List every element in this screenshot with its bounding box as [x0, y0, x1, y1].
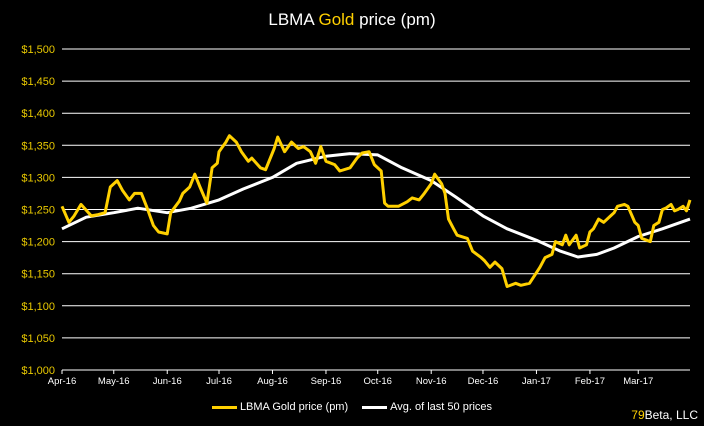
y-tick-label: $1,500 [21, 44, 55, 56]
x-tick-label: Oct-16 [363, 376, 392, 387]
credit-text: Beta, LLC [644, 408, 698, 422]
x-tick-label: Jun-16 [153, 376, 182, 387]
credit: 79Beta, LLC [631, 408, 698, 422]
y-tick-label: $1,050 [21, 333, 55, 345]
x-tick-label: May-16 [98, 376, 130, 387]
x-tick-label: Jul-16 [206, 376, 232, 387]
y-tick-label: $1,000 [21, 365, 55, 377]
x-tick-label: Jan-17 [522, 376, 551, 387]
legend-label-average: Avg. of last 50 prices [390, 401, 493, 413]
x-tick-label: Feb-17 [575, 376, 605, 387]
y-tick-label: $1,250 [21, 205, 55, 217]
title-prefix: LBMA [268, 10, 319, 29]
legend-label-gold: LBMA Gold price (pm) [239, 401, 349, 413]
x-tick-label: Sep-16 [311, 376, 342, 387]
x-tick-label: Apr-16 [48, 376, 77, 387]
legend-item-gold: LBMA Gold price (pm) [211, 401, 349, 413]
x-tick-label: Aug-16 [257, 376, 288, 387]
legend: LBMA Gold price (pm) Avg. of last 50 pri… [0, 401, 704, 413]
y-tick-label: $1,150 [21, 269, 55, 281]
y-tick-label: $1,200 [21, 237, 55, 249]
chart-title: LBMA Gold price (pm) [0, 10, 704, 30]
x-tick-label: Dec-16 [468, 376, 499, 387]
gold-price-line [60, 134, 692, 288]
legend-swatch-average [362, 405, 388, 409]
title-highlight: Gold [318, 10, 355, 29]
y-tick-label: $1,450 [21, 76, 55, 88]
x-tick-label: Nov-16 [416, 376, 447, 387]
title-suffix: price (pm) [354, 10, 436, 29]
credit-number: 79 [631, 408, 645, 422]
x-tick-label: Mar-17 [623, 376, 653, 387]
legend-swatch-gold [211, 405, 237, 409]
legend-item-average: Avg. of last 50 prices [362, 401, 492, 413]
y-tick-label: $1,300 [21, 172, 55, 184]
y-tick-label: $1,350 [21, 140, 55, 152]
y-tick-label: $1,100 [21, 301, 55, 313]
y-tick-label: $1,400 [21, 108, 55, 120]
